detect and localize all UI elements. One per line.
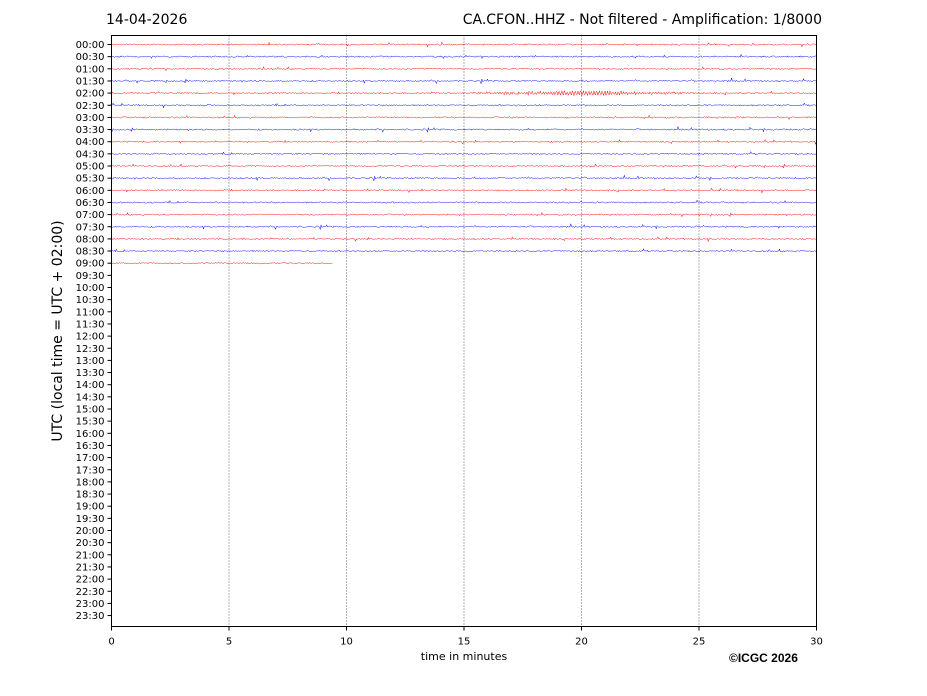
copyright-credit: ©ICGC 2026 <box>729 651 798 665</box>
y-tick-label-2: 01:00 <box>76 64 105 75</box>
y-tick-label-9: 04:30 <box>76 149 105 160</box>
y-tick-label-15: 07:30 <box>76 222 105 233</box>
y-tick-label-37: 18:30 <box>76 490 105 501</box>
y-tick-label-35: 17:30 <box>76 465 105 476</box>
y-tick-label-10: 05:00 <box>76 162 105 173</box>
y-tick-label-7: 03:30 <box>76 125 105 136</box>
y-tick-label-13: 06:30 <box>76 198 105 209</box>
trace-0200 <box>111 89 817 97</box>
y-tick-label-25: 12:30 <box>76 344 105 355</box>
y-tick-label-6: 03:00 <box>76 113 105 124</box>
y-tick-label-26: 13:00 <box>76 356 105 367</box>
y-tick-label-41: 20:30 <box>76 538 105 549</box>
y-tick-label-45: 22:30 <box>76 587 105 598</box>
x-tick-label-1: 5 <box>226 637 232 648</box>
y-tick-label-29: 14:30 <box>76 392 105 403</box>
y-tick-label-39: 19:30 <box>76 514 105 525</box>
x-tick-label-3: 15 <box>458 637 471 648</box>
y-tick-label-17: 08:30 <box>76 247 105 258</box>
y-tick-label-21: 10:30 <box>76 295 105 306</box>
trace-0100 <box>111 65 817 72</box>
y-tick-label-44: 22:00 <box>76 575 105 586</box>
y-tick-label-8: 04:00 <box>76 137 105 148</box>
trace-0400 <box>111 138 817 146</box>
trace-0300 <box>111 114 817 121</box>
trace-0630 <box>111 199 817 204</box>
y-tick-label-30: 15:00 <box>76 405 105 416</box>
y-tick-label-42: 21:00 <box>76 550 105 561</box>
y-axis-label: UTC (local time = UTC + 02:00) <box>50 220 66 441</box>
y-tick-label-28: 14:00 <box>76 380 105 391</box>
y-tick-label-5: 02:30 <box>76 101 105 112</box>
trace-0130 <box>111 77 817 85</box>
y-tick-label-19: 09:30 <box>76 271 105 282</box>
x-tick-label-4: 20 <box>575 637 588 648</box>
trace-layer <box>111 41 817 265</box>
plot-frame <box>111 35 817 627</box>
trace-0030 <box>111 53 817 60</box>
y-tick-label-31: 15:30 <box>76 417 105 428</box>
y-tick-label-20: 10:00 <box>76 283 105 294</box>
y-tick-label-33: 16:30 <box>76 441 105 452</box>
chart-title: CA.CFON..HHZ - Not filtered - Amplificat… <box>462 12 822 28</box>
y-tick-label-22: 11:00 <box>76 307 105 318</box>
y-tick-label-40: 20:00 <box>76 526 105 537</box>
y-tick-label-11: 05:30 <box>76 174 105 185</box>
y-tick-label-18: 09:00 <box>76 259 105 270</box>
x-tick-label-0: 0 <box>108 637 114 648</box>
x-tick-label-2: 10 <box>340 637 353 648</box>
trace-0830 <box>111 248 817 253</box>
trace-0230 <box>111 102 817 109</box>
y-tick-label-47: 23:30 <box>76 611 105 622</box>
y-tick-label-4: 02:00 <box>76 89 105 100</box>
trace-0800 <box>111 236 817 243</box>
y-tick-label-46: 23:00 <box>76 599 105 610</box>
y-tick-label-1: 00:30 <box>76 52 105 63</box>
trace-0730 <box>111 222 817 231</box>
trace-0330 <box>111 125 817 134</box>
trace-0500 <box>111 163 817 169</box>
y-tick-label-36: 18:00 <box>76 477 105 488</box>
y-tick-label-24: 12:00 <box>76 332 105 343</box>
x-tick-layer: 0 5 10 15 20 25 30 <box>108 626 823 648</box>
trace-0600 <box>111 187 817 194</box>
chart-date: 14-04-2026 <box>106 12 188 28</box>
trace-0530 <box>111 174 817 182</box>
y-tick-label-3: 01:30 <box>76 76 105 87</box>
y-tick-label-27: 13:30 <box>76 368 105 379</box>
trace-0000 <box>111 41 817 48</box>
trace-0430 <box>111 150 817 156</box>
trace-0700 <box>111 211 817 218</box>
y-tick-label-34: 17:00 <box>76 453 105 464</box>
y-tick-label-16: 08:00 <box>76 234 105 245</box>
y-tick-label-12: 06:00 <box>76 186 105 197</box>
y-tick-label-32: 16:00 <box>76 429 105 440</box>
x-axis-label: time in minutes <box>421 650 508 663</box>
y-tick-label-0: 00:00 <box>76 40 105 51</box>
x-tick-label-5: 25 <box>693 637 706 648</box>
grid-layer <box>228 35 700 627</box>
y-tick-label-38: 19:00 <box>76 502 105 513</box>
trace-0900 <box>111 262 333 265</box>
y-tick-label-43: 21:30 <box>76 562 105 573</box>
x-tick-label-6: 30 <box>810 637 823 648</box>
y-tick-label-23: 11:30 <box>76 319 105 330</box>
y-tick-label-14: 07:00 <box>76 210 105 221</box>
